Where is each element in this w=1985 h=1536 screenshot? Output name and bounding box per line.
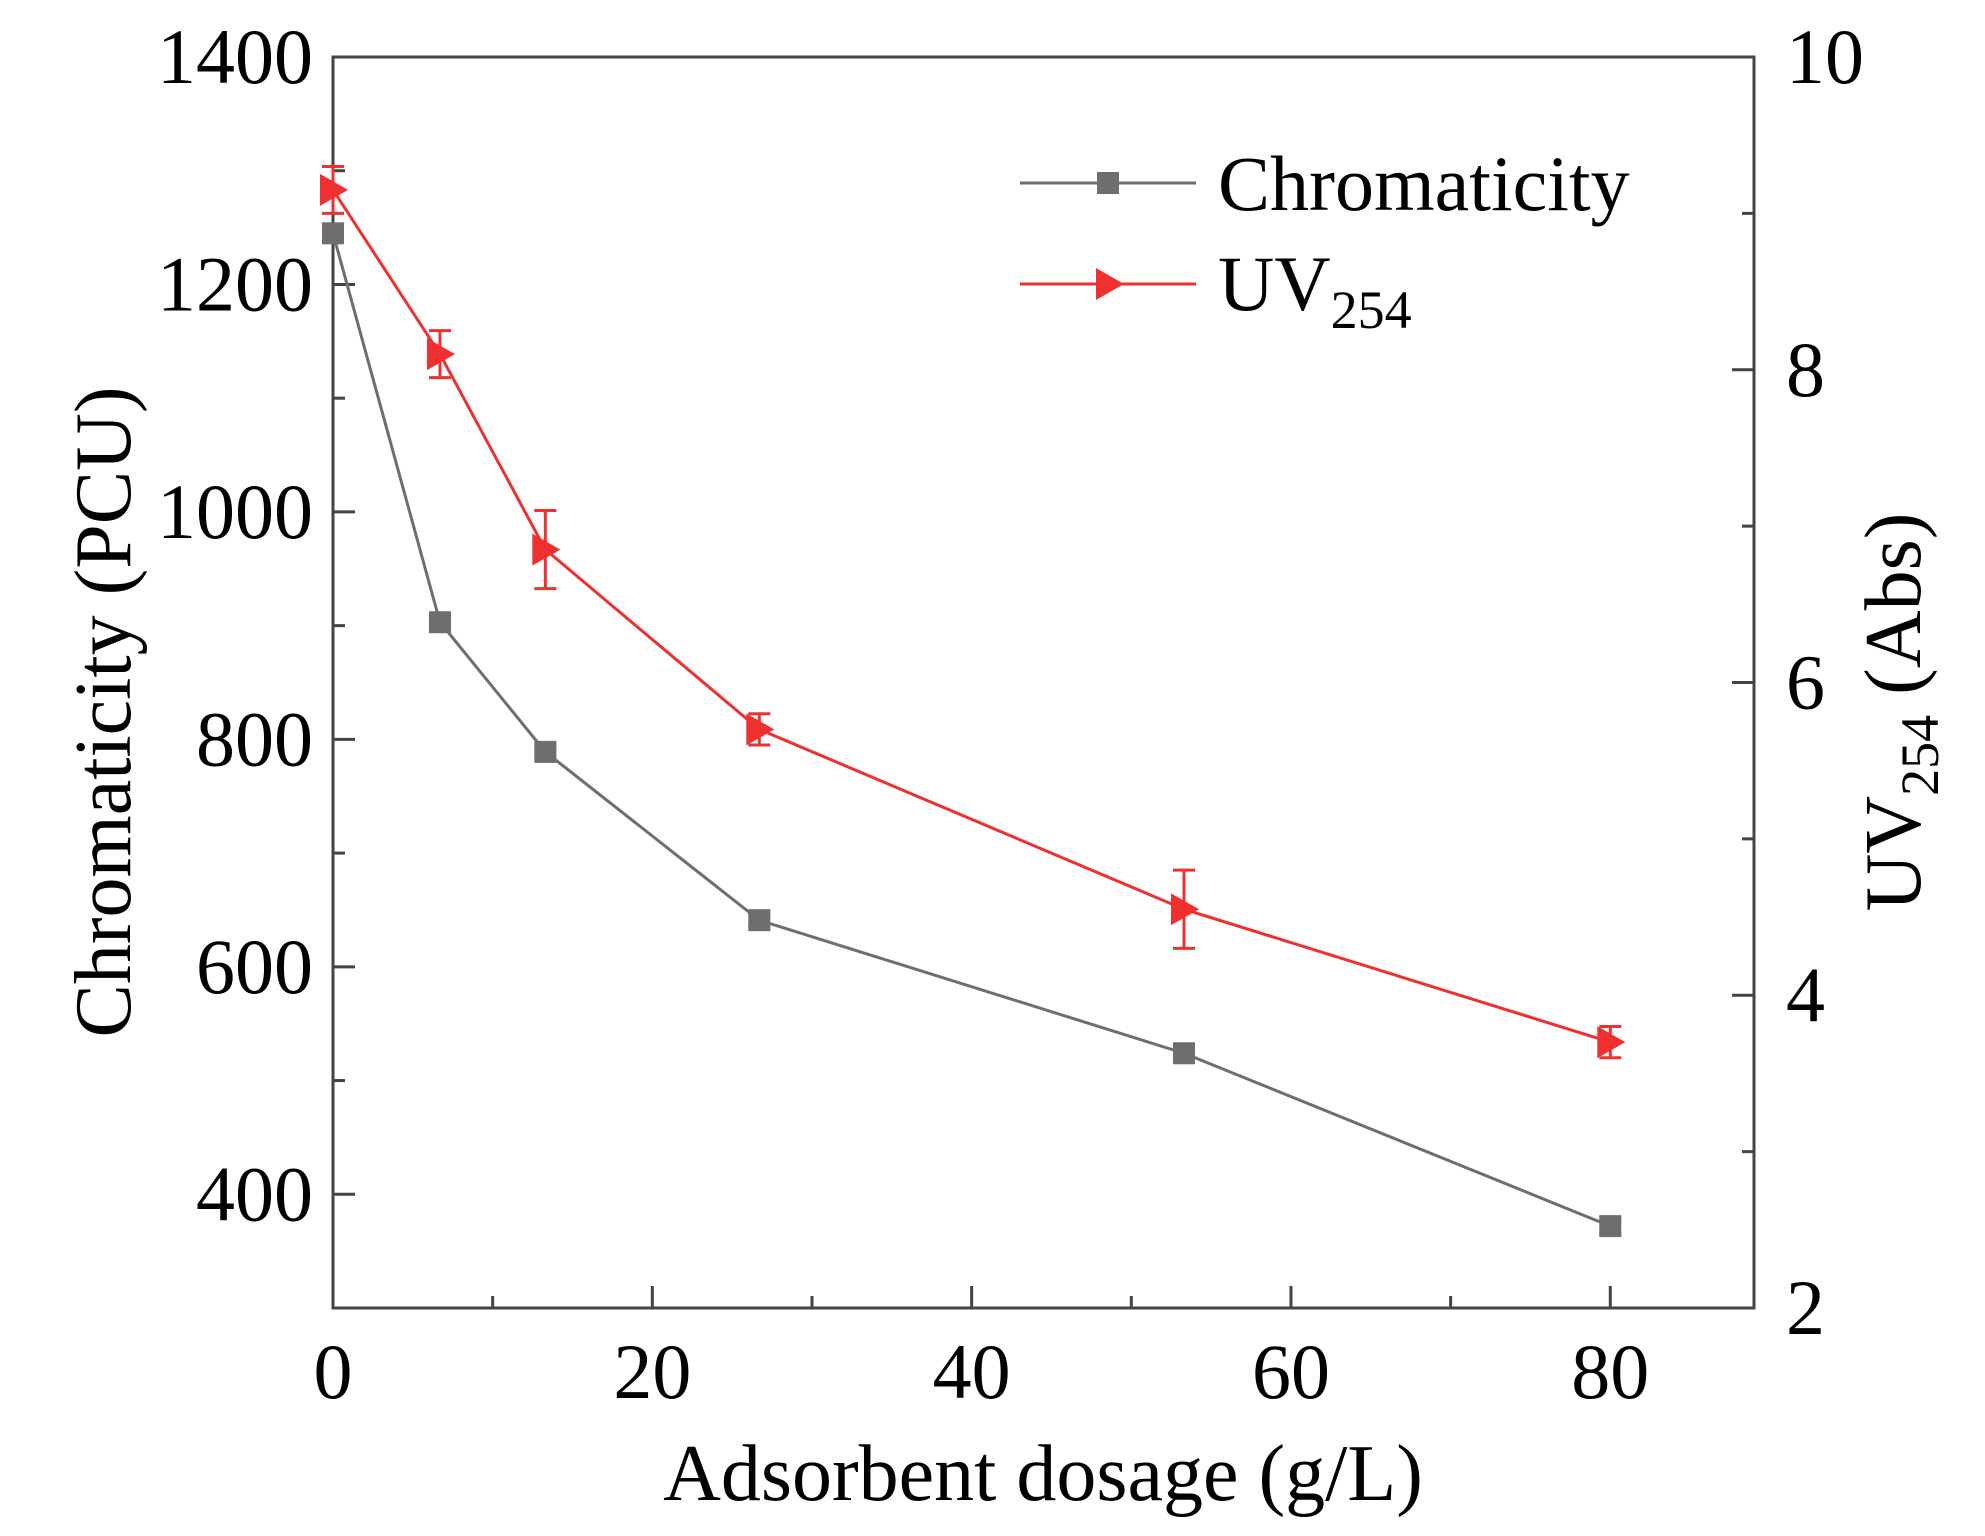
- y-right-axis-title-main: UV: [1850, 796, 1938, 912]
- y-left-axis-title: Chromaticity (PCU): [60, 386, 148, 1037]
- legend-marker-uv254: [1096, 268, 1124, 300]
- y-left-tick-label: 800: [196, 695, 313, 782]
- data-point-chromaticity: [534, 740, 557, 763]
- legend-label-uv254: UV254: [1218, 240, 1412, 340]
- y-left-tick-label: 1400: [157, 13, 313, 100]
- data-point-uv254: [320, 173, 348, 206]
- data-point-uv254: [1597, 1026, 1626, 1059]
- series-line-chromaticity: [331, 232, 1611, 1228]
- series-chromaticity: [322, 222, 1622, 1238]
- y-left-tick-label: 400: [196, 1150, 313, 1237]
- y-right-tick-label: 4: [1786, 951, 1825, 1038]
- tick-labels: 0 20 40 60 80 400 600 800 1000 1200 1400 2 4 6 8 10: [157, 13, 1864, 1415]
- x-tick-label: 0: [314, 1328, 353, 1415]
- y-right-tick-label: 8: [1786, 326, 1825, 413]
- y-right-tick-label: 10: [1786, 13, 1864, 100]
- legend-label-chromaticity: Chromaticity: [1218, 140, 1630, 227]
- data-point-chromaticity: [1173, 1042, 1196, 1065]
- y-right-tick-label: 6: [1786, 639, 1825, 726]
- x-tick-label: 60: [1252, 1328, 1330, 1415]
- plot-frame: [331, 55, 1756, 1310]
- data-point-chromaticity: [428, 611, 451, 634]
- legend-label-uv254-sub: 254: [1331, 280, 1412, 340]
- data-point-uv254: [1171, 893, 1200, 926]
- y-left-tick-label: 1200: [157, 240, 313, 327]
- x-tick-label: 40: [933, 1328, 1011, 1415]
- y-right-axis-title-rest: (Abs): [1850, 513, 1938, 715]
- x-tick-label: 20: [613, 1328, 691, 1415]
- legend-marker-chromaticity: [1097, 172, 1119, 194]
- series-uv254: [320, 164, 1626, 1060]
- legend-label-uv254-main: UV: [1218, 240, 1331, 327]
- y-right-tick-label: 2: [1786, 1264, 1825, 1351]
- data-point-chromaticity: [322, 222, 344, 245]
- legend: Chromaticity UV254: [1020, 140, 1630, 340]
- x-tick-label: 80: [1571, 1328, 1649, 1415]
- x-axis-title: Adsorbent dosage (g/L): [663, 1430, 1423, 1518]
- data-point-uv254: [746, 713, 775, 746]
- data-point-chromaticity: [748, 909, 771, 932]
- series-line-uv254: [331, 189, 1611, 1044]
- axis-ticks: [331, 55, 1754, 1310]
- y-left-tick-label: 1000: [157, 468, 313, 555]
- y-right-axis-title-sub: 254: [1890, 715, 1950, 796]
- data-point-uv254: [426, 338, 455, 371]
- y-left-tick-label: 600: [196, 923, 313, 1010]
- y-right-axis-title: UV254 (Abs): [1850, 513, 1950, 912]
- data-point-uv254: [532, 533, 561, 566]
- series-layer: [320, 164, 1626, 1238]
- data-point-chromaticity: [1599, 1215, 1622, 1238]
